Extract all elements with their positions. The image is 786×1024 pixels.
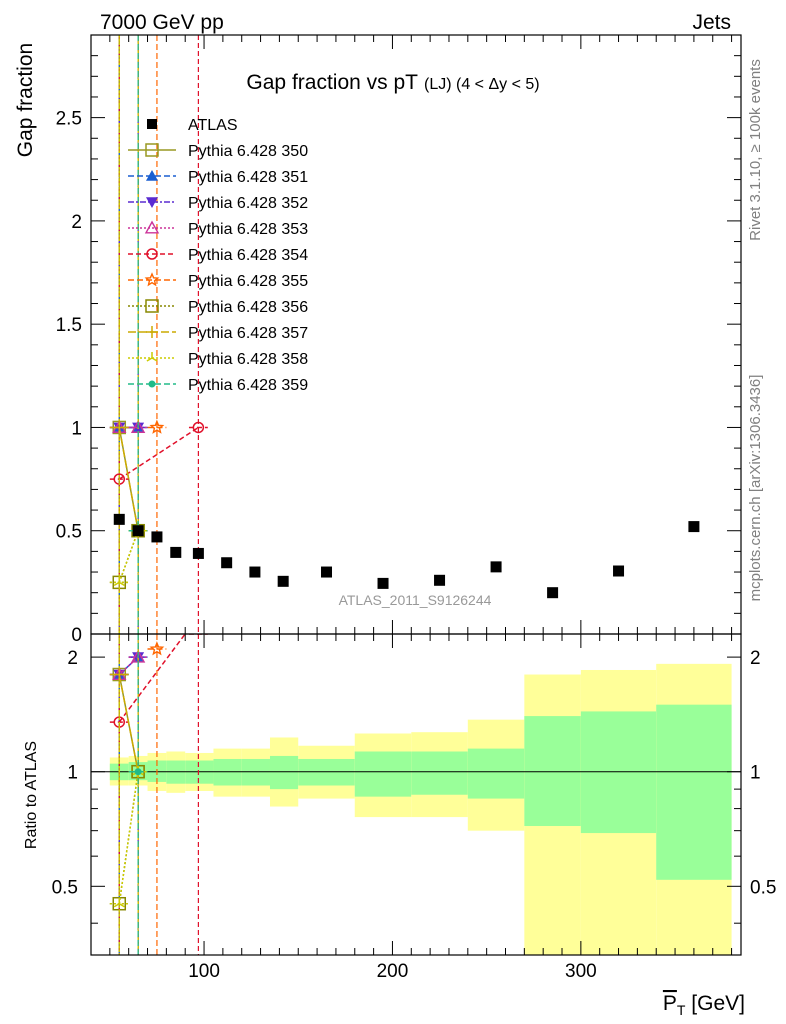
legend-label-8: Pythia 6.428 357	[188, 325, 308, 342]
header-energy-label: 7000 GeV pp	[100, 11, 224, 34]
series-9-ratio-line	[118, 771, 139, 904]
x-tick-label: 300	[565, 961, 597, 982]
y-tick-label: 2	[71, 212, 82, 233]
ratio-tick-label-right: 1	[750, 763, 761, 784]
main-plot-area	[109, 35, 700, 634]
data-point-1	[132, 525, 144, 537]
series-9-point-0	[113, 576, 125, 587]
ratio-uncertainty-bands	[91, 663, 741, 955]
series-10-ratio-point-0	[134, 768, 142, 776]
data-point-12	[547, 587, 559, 599]
ratio-plot-area	[109, 634, 208, 955]
legend-marker-5	[146, 248, 158, 260]
legend-label-3: Pythia 6.428 352	[188, 195, 308, 212]
legend-label-10: Pythia 6.428 359	[188, 377, 308, 394]
y-axis-label: Gap fraction	[14, 43, 37, 157]
series-6-point-0	[149, 419, 165, 434]
legend-marker-3	[146, 197, 158, 208]
legend-label-2: Pythia 6.428 351	[188, 169, 308, 186]
ratio-tick-label-left: 2	[67, 648, 78, 669]
legend-label-5: Pythia 6.428 354	[188, 247, 308, 264]
data-point-4	[192, 547, 204, 559]
ratio-band-inner-14	[656, 704, 732, 880]
ratio-axis-label: Ratio to ATLAS	[23, 741, 40, 849]
ratio-tick-label-right: 0.5	[750, 877, 776, 898]
mcplots-label: mcplots.cern.ch [arXiv:1306.3436]	[747, 375, 764, 602]
ratio-tick-label-left: 0.5	[52, 877, 78, 898]
data-point-9	[377, 577, 389, 589]
y-tick-label: 2.5	[56, 109, 82, 130]
data-point-13	[613, 565, 625, 577]
plot-frames	[90, 34, 742, 956]
y-tick-label: 0.5	[56, 522, 82, 543]
legend-marker-7	[145, 299, 159, 313]
legend-label-1: Pythia 6.428 350	[188, 143, 308, 160]
legend-marker-1	[145, 143, 159, 157]
legend-marker-0	[147, 119, 157, 129]
data-point-10	[434, 574, 446, 586]
y-tick-label: 1	[71, 418, 82, 439]
legend-marker-8	[146, 326, 158, 338]
data-point-0	[113, 513, 125, 525]
data-point-6	[249, 566, 261, 578]
y-tick-label: 1.5	[56, 315, 82, 336]
ratio-tick-label-left: 1	[67, 763, 78, 784]
data-point-5	[221, 557, 233, 569]
ratio-band-inner-13	[580, 711, 657, 834]
series-9-line	[118, 530, 139, 583]
legend-label-4: Pythia 6.428 353	[188, 221, 308, 238]
ratio-band-inner-11	[467, 748, 525, 799]
chart-subtitle: (LJ) (4 < Δy < 5)	[424, 76, 540, 93]
legend-marker-10	[148, 380, 156, 388]
series-4-ratio-line	[118, 656, 139, 676]
legend-label-9: Pythia 6.428 358	[188, 351, 308, 368]
data-point-8	[321, 566, 333, 578]
series-5-point-1	[192, 421, 205, 434]
rivet-label: Rivet 3.1.10, ≥ 100k events	[747, 59, 764, 241]
legend-marker-9	[146, 352, 158, 362]
ratio-band-inner-9	[354, 751, 412, 797]
legend-marker-2	[146, 170, 158, 181]
ratio-frame	[90, 633, 742, 956]
legend-label-6: Pythia 6.428 355	[188, 273, 308, 290]
axis-ticks: 100 200 300 0 0.5 1 1.5 2 2.5 0.5 0.5 1 1 2 2	[52, 35, 776, 982]
data-point-2	[151, 531, 163, 543]
data-point-14	[688, 521, 700, 533]
series-5-ratio-line	[118, 634, 187, 723]
series-5-line	[118, 426, 199, 480]
ratio-band-inner-6	[241, 758, 270, 786]
series-9-ratio-point-0	[113, 897, 125, 908]
y-tick-label: 0	[71, 625, 82, 646]
series-8-line	[118, 427, 139, 531]
x-tick-label: 100	[188, 961, 220, 982]
ratio-band-inner-12	[524, 716, 581, 827]
legend-label-0: ATLAS	[188, 117, 238, 134]
ratio-band-inner-5	[213, 758, 242, 786]
ratio-band-inner-10	[411, 751, 468, 795]
legend-marker-6	[144, 272, 160, 287]
data-point-7	[277, 575, 289, 587]
ratio-tick-label-right: 2	[750, 648, 761, 669]
data-point-11	[490, 561, 502, 573]
analysis-label: ATLAS_2011_S9126244	[339, 592, 492, 608]
ratio-band-inner-7	[269, 755, 299, 790]
legend-marker-4	[144, 220, 160, 234]
chart-title: Gap fraction vs pT	[246, 71, 418, 94]
x-tick-label: 200	[377, 961, 409, 982]
x-axis-label: PT [GeV]	[663, 992, 745, 1018]
legend: ATLAS Pythia 6.428 350 Pythia 6.428 351 Pyt…	[128, 117, 308, 394]
header-process-label: Jets	[692, 11, 731, 34]
legend-label-7: Pythia 6.428 356	[188, 299, 308, 316]
ratio-band-inner-8	[298, 758, 355, 786]
data-point-3	[170, 546, 182, 558]
series-6-ratio-point-0	[149, 641, 165, 656]
series-8-ratio-line	[118, 674, 139, 772]
